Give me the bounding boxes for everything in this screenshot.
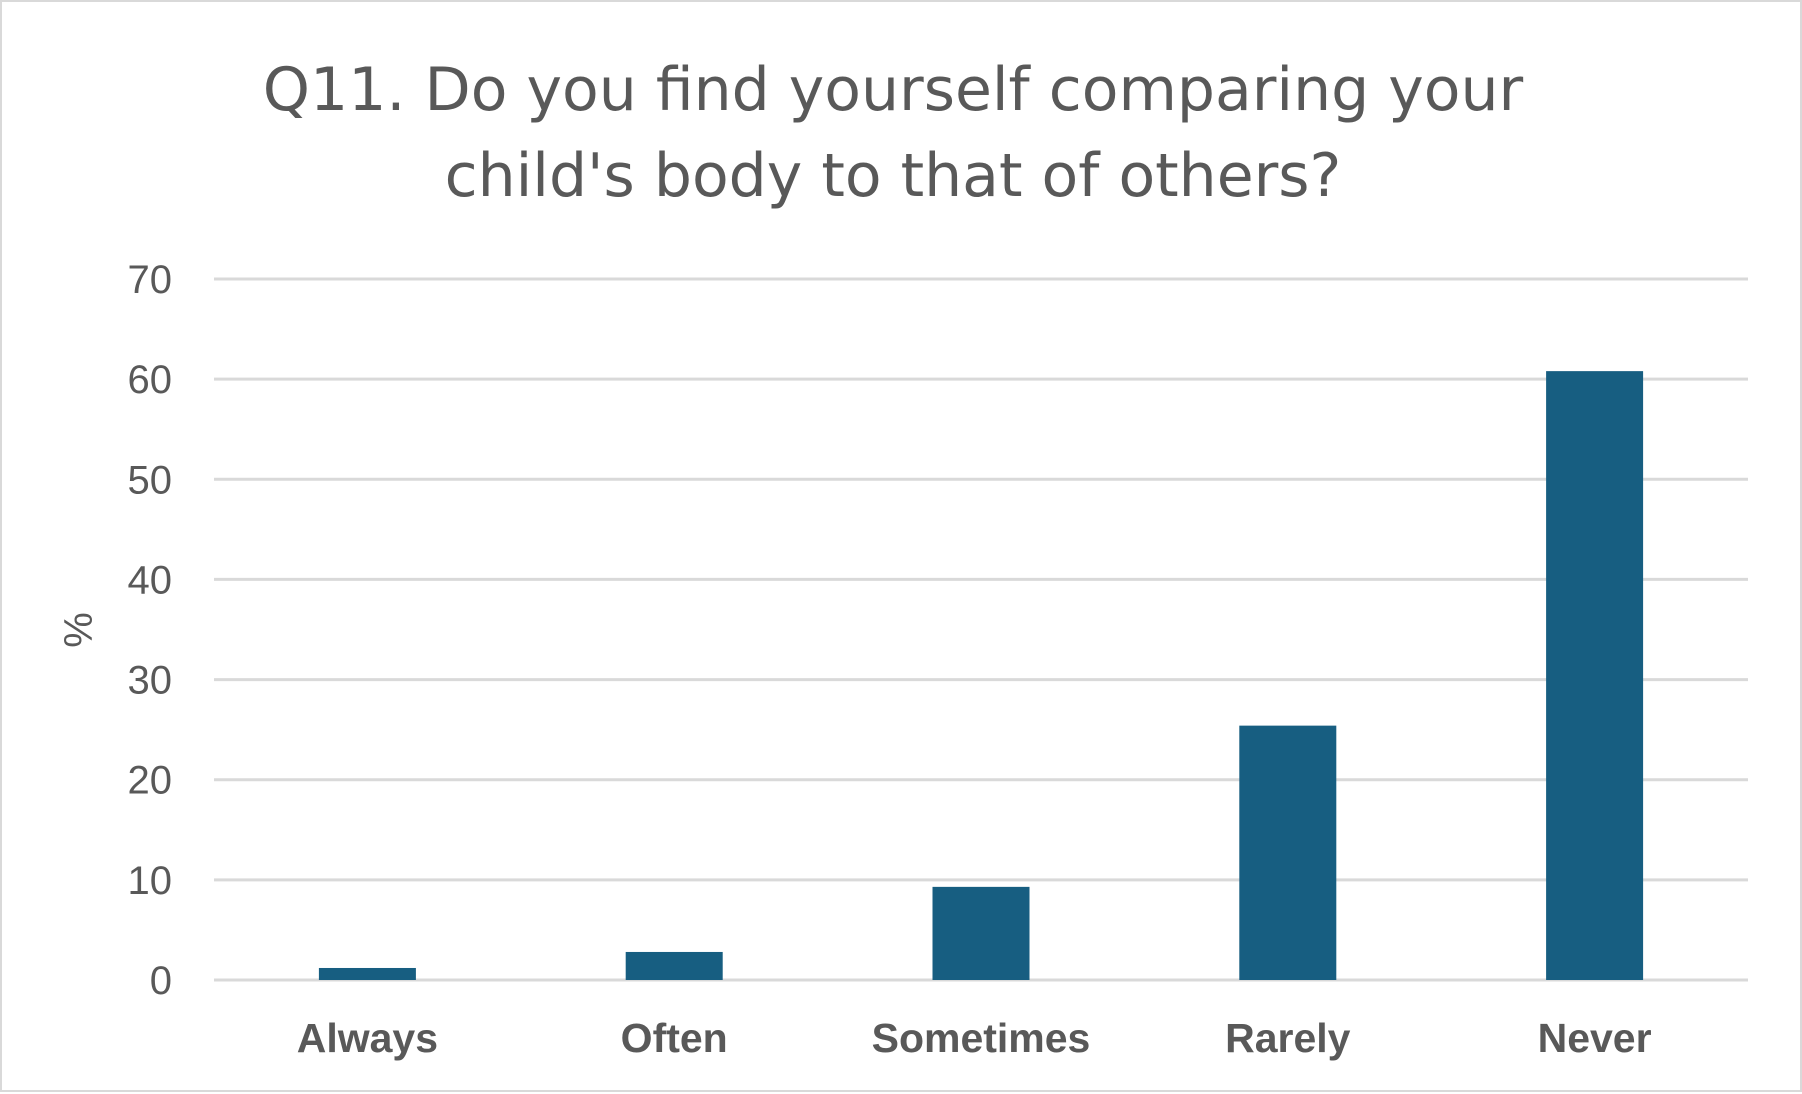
bar-often bbox=[625, 951, 723, 980]
y-tick-label: 40 bbox=[128, 558, 173, 602]
chart-title-line-1: Q11. Do you find yourself comparing your bbox=[263, 55, 1524, 125]
bar-rarely bbox=[1239, 725, 1337, 980]
y-tick-label: 30 bbox=[128, 659, 173, 703]
y-tick-label: 20 bbox=[128, 759, 173, 803]
x-axis-ticks: Always Often Sometimes Rarely Never bbox=[297, 1015, 1652, 1061]
x-tick-label-always: Always bbox=[297, 1015, 438, 1061]
x-tick-label-never: Never bbox=[1538, 1015, 1652, 1061]
y-axis-ticks: 0 10 20 30 40 50 60 70 bbox=[128, 258, 173, 1003]
y-tick-label: 0 bbox=[150, 959, 172, 1003]
bars bbox=[318, 371, 1644, 980]
y-tick-label: 60 bbox=[128, 358, 173, 402]
y-tick-label: 50 bbox=[128, 458, 173, 502]
gridlines bbox=[214, 277, 1748, 982]
y-tick-label: 70 bbox=[128, 258, 173, 302]
chart-title: Q11. Do you find yourself comparing your… bbox=[263, 55, 1524, 211]
chart-title-line-2: child's body to that of others? bbox=[445, 141, 1342, 211]
bar-never bbox=[1546, 371, 1644, 980]
x-tick-label-rarely: Rarely bbox=[1225, 1015, 1351, 1061]
x-tick-label-sometimes: Sometimes bbox=[872, 1015, 1091, 1061]
y-axis-label: % bbox=[57, 612, 101, 648]
x-tick-label-often: Often bbox=[621, 1015, 728, 1061]
y-tick-label: 10 bbox=[128, 859, 173, 903]
bar-always bbox=[318, 967, 416, 980]
bar-sometimes bbox=[932, 886, 1030, 980]
